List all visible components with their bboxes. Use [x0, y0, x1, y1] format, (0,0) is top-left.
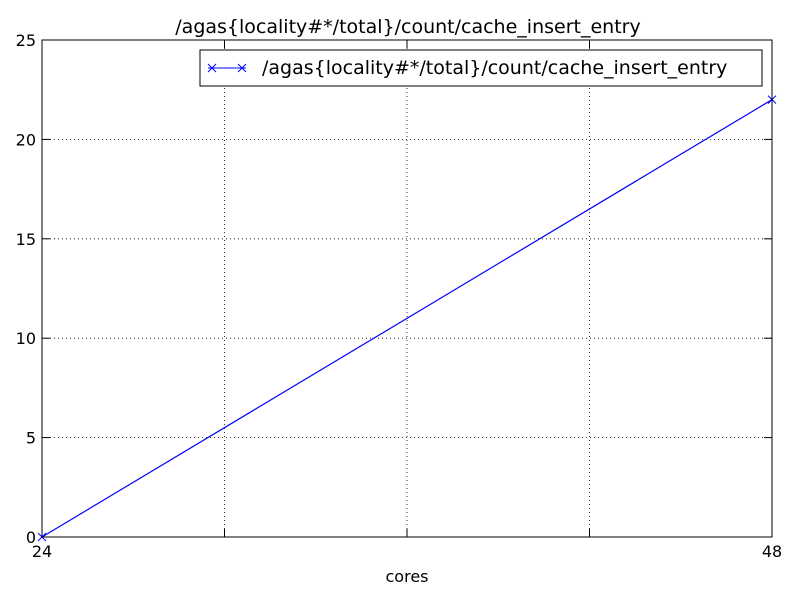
y-tick-label: 10 — [16, 329, 36, 348]
legend: /agas{locality#*/total}/count/cache_inse… — [199, 49, 763, 87]
legend-entry-label: /agas{locality#*/total}/count/cache_inse… — [262, 57, 727, 79]
series-line — [41, 99, 773, 538]
legend-marker-end — [237, 63, 247, 73]
legend-marker-start — [207, 63, 217, 73]
x-tick-label: 48 — [762, 542, 782, 561]
y-tick-label: 25 — [16, 31, 36, 50]
ticks — [41, 39, 773, 538]
chart-title: /agas{locality#*/total}/count/cache_inse… — [175, 16, 640, 38]
y-tick-label: 20 — [16, 130, 36, 149]
y-tick-label: 15 — [16, 230, 36, 249]
y-tick-label: 5 — [26, 429, 36, 448]
x-tick-labels: 24 48 — [32, 542, 782, 561]
x-axis-label: cores — [386, 567, 429, 586]
y-tick-labels: 0 5 10 15 20 25 — [16, 31, 36, 547]
x-tick-label: 24 — [32, 542, 52, 561]
legend-box — [199, 49, 763, 87]
y-tick-label: 0 — [26, 528, 36, 547]
